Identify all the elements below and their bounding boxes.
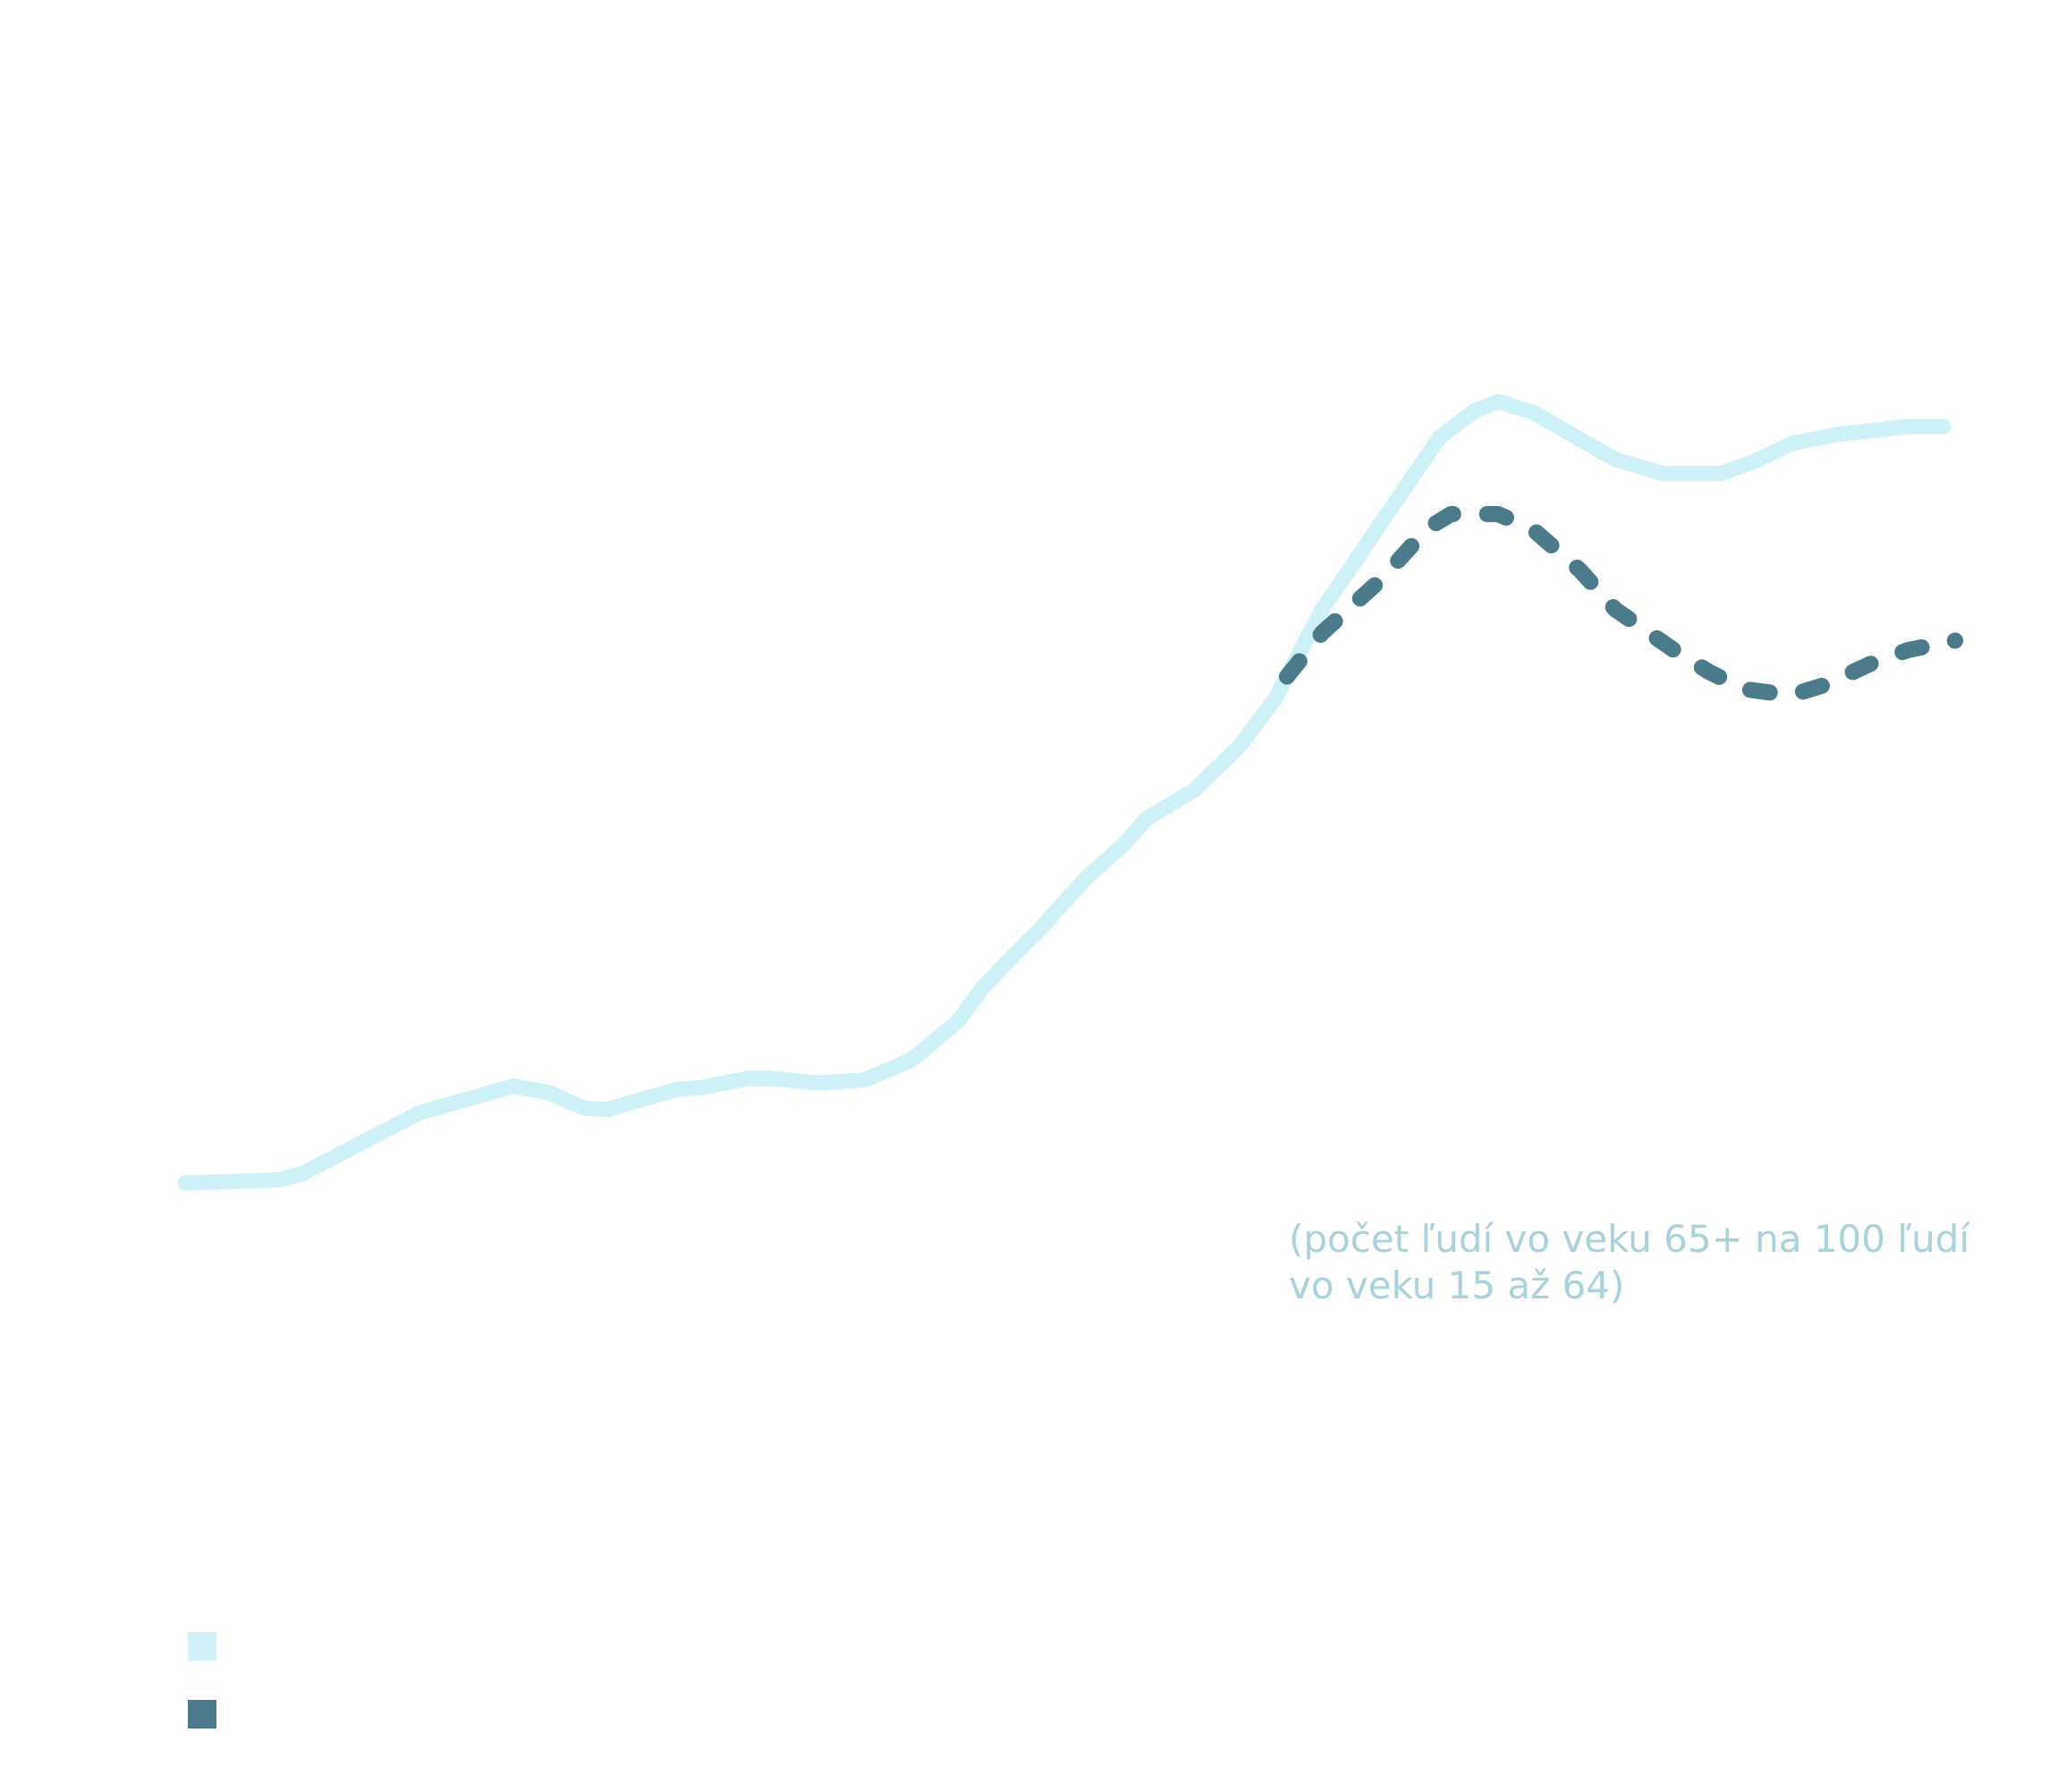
legend-swatch-series-1 — [188, 1632, 216, 1661]
series-line-2 — [1279, 505, 1964, 704]
series-lines — [177, 393, 1964, 1191]
legend-swatch-series-2 — [188, 1700, 216, 1729]
annotation-line-1: (počet ľudí vo veku 65+ na 100 ľudí — [1289, 1217, 1970, 1261]
series-line-1 — [177, 393, 1952, 1191]
annotation-line-2: vo veku 15 až 64) — [1289, 1264, 1624, 1307]
